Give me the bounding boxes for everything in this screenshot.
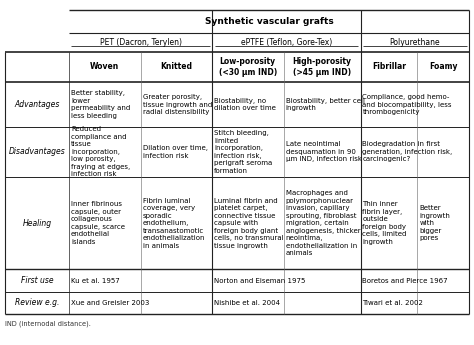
Text: Foamy: Foamy	[429, 62, 457, 71]
Text: Compliance, good hemo-
and biocompatibility, less
thrombogenicity: Compliance, good hemo- and biocompatibil…	[363, 94, 452, 115]
Text: Better
ingrowth
with
bigger
pores: Better ingrowth with bigger pores	[419, 205, 450, 241]
Text: Fibrillar: Fibrillar	[372, 62, 406, 71]
Text: Low-porosity
(<30 μm IND): Low-porosity (<30 μm IND)	[219, 57, 277, 77]
Text: Synthetic vascular grafts: Synthetic vascular grafts	[205, 17, 334, 26]
Text: Review e.g.: Review e.g.	[15, 298, 59, 307]
Text: Thin inner
fibrin layer,
outside
foreign body
cells, limited
ingrowth: Thin inner fibrin layer, outside foreign…	[363, 201, 407, 245]
Text: Xue and Greisler 2003: Xue and Greisler 2003	[71, 300, 149, 306]
Text: Disadvantages: Disadvantages	[9, 147, 65, 156]
Text: Reduced
compliance and
tissue
incorporation,
low porosity,
fraying at edges,
inf: Reduced compliance and tissue incorporat…	[71, 126, 130, 177]
Text: Stitch bleeding,
limited
incorporation,
infection risk,
perigraft seroma
formati: Stitch bleeding, limited incorporation, …	[214, 130, 273, 174]
Text: Polyurethane: Polyurethane	[390, 38, 440, 47]
Text: Boretos and Pierce 1967: Boretos and Pierce 1967	[363, 277, 448, 284]
Text: Biostability, better cell
ingrowth: Biostability, better cell ingrowth	[286, 98, 365, 111]
Text: Advantages: Advantages	[14, 100, 60, 109]
Text: Fibrin luminal
coverage, very
sporadic
endothelium,
transanastomotic
endothelial: Fibrin luminal coverage, very sporadic e…	[143, 198, 205, 248]
Text: Late neointimal
desquamation in 90
μm IND, infection risk: Late neointimal desquamation in 90 μm IN…	[286, 141, 362, 162]
Text: Macrophages and
polymorphonuclear
invasion, capillary
sprouting, fibroblast
migr: Macrophages and polymorphonuclear invasi…	[286, 190, 360, 256]
Text: Luminal fibrin and
platelet carpet,
connective tissue
capsule with
foreign body : Luminal fibrin and platelet carpet, conn…	[214, 198, 284, 248]
Text: Norton and Eiseman 1975: Norton and Eiseman 1975	[214, 277, 306, 284]
Text: Nishibe et al. 2004: Nishibe et al. 2004	[214, 300, 280, 306]
Text: IND (internodal distance).: IND (internodal distance).	[5, 321, 91, 327]
Text: Knitted: Knitted	[161, 62, 192, 71]
Text: High-porosity
(>45 μm IND): High-porosity (>45 μm IND)	[293, 57, 352, 77]
Text: ePTFE (Teflon, Gore-Tex): ePTFE (Teflon, Gore-Tex)	[241, 38, 332, 47]
Text: First use: First use	[20, 276, 53, 285]
Text: Greater porosity,
tissue ingrowth and
radial distensibility: Greater porosity, tissue ingrowth and ra…	[143, 94, 212, 115]
Text: Biostability, no
dilation over time: Biostability, no dilation over time	[214, 98, 276, 111]
Text: PET (Dacron, Terylen): PET (Dacron, Terylen)	[100, 38, 182, 47]
Text: Dilation over time,
infection risk: Dilation over time, infection risk	[143, 145, 208, 159]
Text: Inner fibrinous
capsule, outer
collagenous
capsule, scarce
endothelial
islands: Inner fibrinous capsule, outer collageno…	[71, 201, 125, 245]
Text: Biodegradation in first
generation, infection risk,
carcinogenic?: Biodegradation in first generation, infe…	[363, 141, 453, 162]
Text: Ku et al. 1957: Ku et al. 1957	[71, 277, 119, 284]
Text: Woven: Woven	[90, 62, 119, 71]
Text: Better stability,
lower
permeability and
less bleeding: Better stability, lower permeability and…	[71, 90, 130, 119]
Text: Tiwari et al. 2002: Tiwari et al. 2002	[363, 300, 423, 306]
Text: Healing: Healing	[22, 218, 51, 228]
